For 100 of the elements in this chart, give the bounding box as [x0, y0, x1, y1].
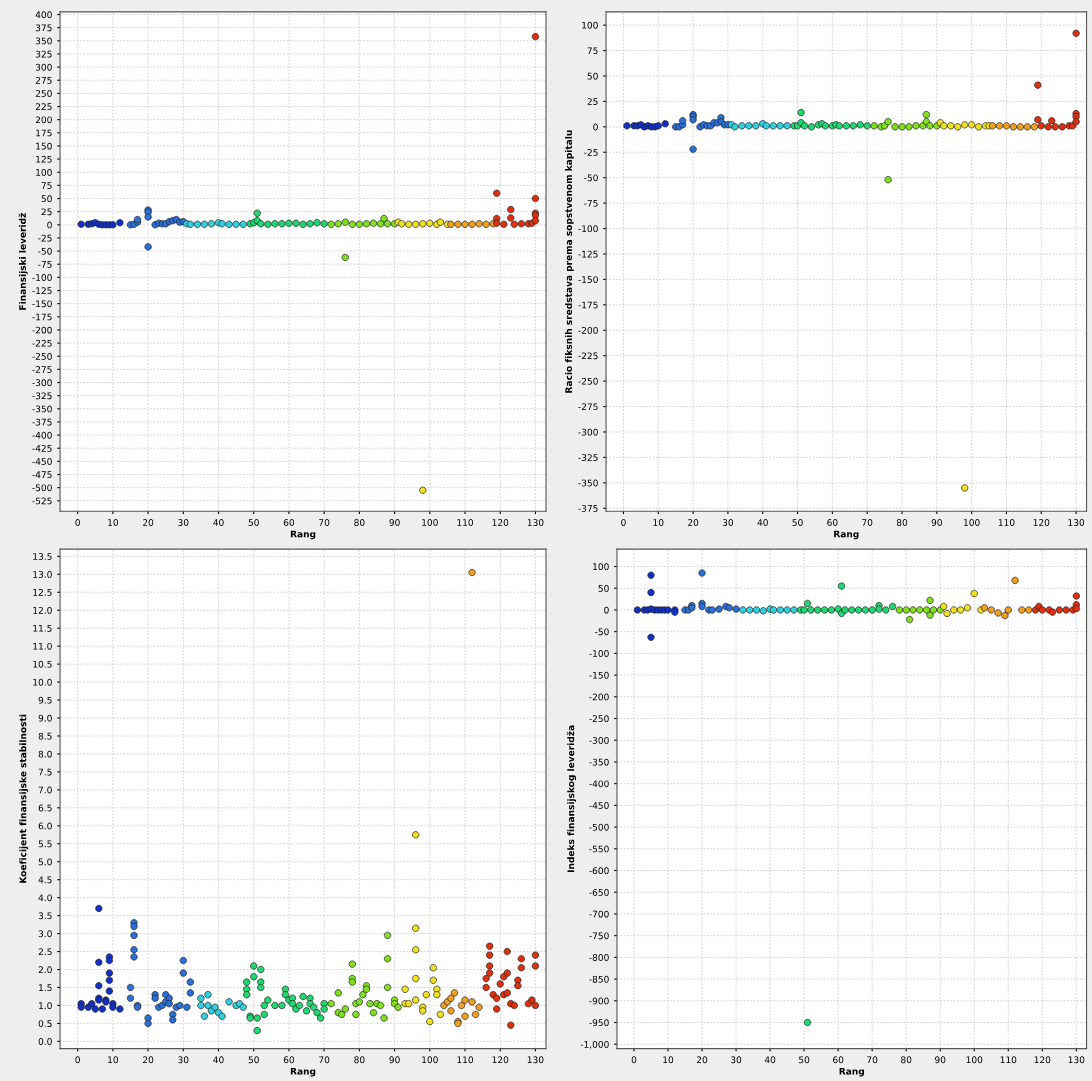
x-tick-label: 90 [389, 1056, 400, 1064]
y-tick-label: 6.5 [38, 804, 52, 812]
x-tick-label: 80 [354, 1056, 365, 1064]
x-tick-label: 110 [457, 519, 474, 526]
y-tick-label: 3.5 [38, 912, 52, 920]
y-tick-label: -375 [578, 504, 598, 512]
x-tick-label: 120 [1033, 519, 1050, 526]
y-tick-label: 50 [41, 195, 52, 203]
x-tick-label: 100 [422, 1056, 438, 1064]
y-tick-label: -300 [578, 428, 598, 436]
x-tick-label: 40 [213, 519, 224, 526]
x-axis-title: Rang [839, 1067, 864, 1077]
y-tick-label: 7.0 [38, 786, 52, 794]
y-tick-label: -250 [578, 377, 598, 385]
y-tick-label: -150 [578, 276, 598, 283]
x-tick-label: 40 [213, 1056, 224, 1064]
y-tick-label: -75 [584, 199, 598, 207]
x-tick-label: 120 [492, 1056, 509, 1064]
y-tick-label: -550 [589, 845, 609, 853]
y-tick-label: 25 [41, 208, 52, 216]
y-tick-label: -150 [32, 300, 52, 308]
x-tick-label: 30 [178, 1056, 189, 1064]
y-tick-label: -250 [589, 715, 609, 723]
y-tick-label: 100 [593, 563, 609, 571]
y-tick-label: 0.5 [38, 1020, 52, 1027]
y-tick-label: -225 [578, 352, 598, 360]
y-tick-label: -450 [32, 458, 52, 465]
y-tick-label: 225 [35, 103, 52, 111]
y-tick-label: -325 [32, 392, 52, 400]
y-tick-label: -300 [589, 736, 609, 744]
y-axis-title: Koeficijent finansijske stabilnosti [19, 714, 29, 883]
y-tick-label: 0 [604, 606, 609, 614]
y-tick-label: 11.5 [33, 625, 52, 632]
x-tick-label: 110 [998, 519, 1015, 526]
y-tick-label: -350 [32, 405, 52, 413]
x-axis-title: Rang [290, 530, 316, 540]
x-tick-label: 40 [764, 1056, 776, 1064]
x-axis-title: Rang [290, 1067, 316, 1077]
x-tick-label: 100 [964, 519, 980, 526]
x-tick-label: 60 [833, 1056, 844, 1064]
y-tick-label: 12.0 [33, 606, 52, 614]
y-tick-label: 350 [35, 37, 52, 45]
y-tick-label: -450 [589, 802, 609, 809]
x-tick-label: 100 [422, 519, 438, 526]
y-tick-label: 175 [36, 129, 52, 137]
x-axis-title: Rang [834, 530, 859, 540]
x-tick-label: 130 [527, 519, 544, 526]
y-tick-label: -200 [32, 326, 52, 334]
x-tick-label: 10 [663, 1056, 674, 1064]
y-tick-label: -800 [589, 954, 609, 961]
y-tick-label: 6.0 [38, 822, 52, 830]
y-tick-label: -425 [32, 444, 52, 452]
y-tick-label: -175 [32, 313, 52, 321]
y-tick-label: 275 [35, 76, 52, 84]
x-tick-label: 30 [731, 1056, 742, 1064]
y-tick-label: -350 [578, 479, 598, 487]
x-tick-label: 30 [178, 519, 189, 526]
x-tick-label: 20 [688, 519, 699, 526]
y-tick-label: -175 [578, 301, 598, 309]
x-tick-label: 60 [283, 1056, 295, 1064]
y-tick-label: -600 [589, 867, 609, 875]
y-tick-label: -350 [589, 758, 609, 766]
x-tick-label: 70 [319, 1056, 330, 1064]
y-tick-label: 9.5 [38, 696, 52, 704]
y-tick-label: 8.0 [38, 750, 52, 758]
y-tick-label: 8.5 [38, 732, 52, 740]
y-tick-label: 3.0 [38, 930, 52, 938]
y-tick-label: -125 [32, 287, 52, 295]
x-tick-label: 20 [143, 1056, 154, 1064]
y-tick-label: -150 [589, 671, 609, 679]
y-tick-label: -650 [589, 888, 609, 896]
y-tick-label: -525 [32, 497, 52, 505]
y-tick-label: -200 [578, 326, 598, 334]
y-tick-label: -400 [589, 780, 609, 788]
x-tick-label: 110 [1000, 1056, 1017, 1064]
y-tick-label: -275 [32, 366, 52, 373]
x-tick-label: 130 [1068, 1056, 1085, 1064]
y-tick-label: 0 [47, 221, 52, 229]
y-tick-label: 11.0 [33, 642, 52, 650]
x-tick-label: 100 [966, 1056, 983, 1064]
y-axis-title: Finansijski leveridž [18, 213, 28, 310]
y-tick-label: 2.0 [38, 966, 52, 974]
x-tick-label: 90 [931, 519, 942, 526]
y-tick-label: -275 [578, 403, 598, 411]
y-tick-label: 4.5 [38, 876, 52, 884]
x-tick-label: 60 [283, 519, 295, 526]
y-tick-label: 1.5 [39, 984, 52, 992]
y-tick-label: 100 [582, 21, 598, 29]
y-tick-label: 5.0 [38, 858, 52, 866]
y-tick-label: -50 [584, 174, 598, 182]
x-tick-label: 10 [653, 519, 664, 526]
x-tick-label: 50 [792, 519, 803, 526]
x-tick-label: 50 [248, 519, 259, 526]
x-tick-label: 0 [631, 1056, 637, 1064]
x-tick-label: 70 [319, 519, 330, 526]
y-tick-label: 25 [587, 98, 598, 105]
x-tick-label: 20 [696, 1056, 708, 1064]
y-tick-label: -900 [589, 997, 609, 1005]
x-tick-label: 90 [935, 1056, 946, 1064]
y-tick-label: 50 [587, 72, 598, 80]
